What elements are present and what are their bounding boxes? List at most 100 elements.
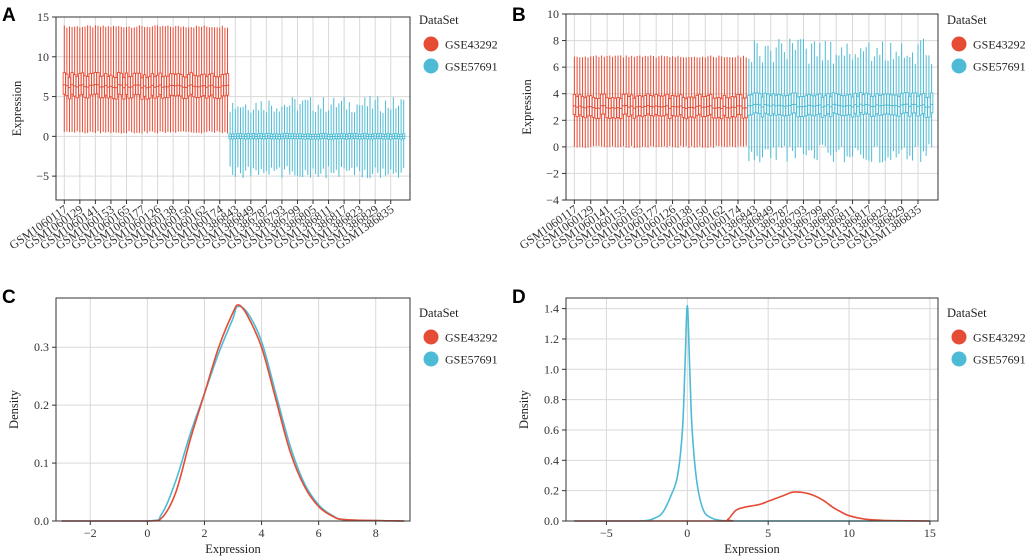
box-gse57691: [799, 39, 803, 148]
legend-key-gse43292: [951, 329, 967, 345]
box-gse57691: [889, 42, 893, 160]
box-gse43292: [580, 57, 585, 148]
box-gse57691: [826, 60, 830, 153]
box-gse43292: [101, 25, 105, 132]
box-body: [774, 94, 778, 116]
box-gse43292: [632, 56, 637, 148]
box-body: [65, 73, 69, 97]
box-body: [104, 73, 108, 96]
series-gse43292: [572, 55, 748, 148]
box-gse43292: [739, 57, 743, 147]
box-gse43292: [643, 55, 647, 147]
box-body: [826, 93, 830, 115]
box-gse43292: [205, 26, 209, 133]
box-gse57691: [295, 110, 300, 176]
box-body: [790, 92, 795, 114]
box-body: [722, 94, 727, 116]
box-gse57691: [809, 43, 814, 151]
box-gse43292: [629, 55, 634, 146]
box-body: [921, 93, 926, 114]
box-gse57691: [837, 55, 841, 150]
series-gse57691: [228, 96, 406, 179]
plot-frame: [55, 16, 411, 201]
box-gse57691: [238, 107, 243, 174]
box-gse57691: [360, 105, 364, 178]
y-tick-label: 1.4: [544, 302, 559, 316]
panel-letter-b: B: [512, 5, 526, 26]
box-gse57691: [256, 110, 261, 175]
box-gse43292: [192, 27, 196, 133]
x-tick-label: 5: [765, 526, 771, 540]
box-body: [875, 93, 879, 115]
box-gse43292: [117, 26, 121, 133]
box-gse43292: [166, 25, 170, 132]
legend-title: DataSet: [419, 13, 459, 27]
box-gse57691: [818, 42, 822, 145]
box-body: [96, 72, 100, 95]
box-body: [145, 77, 149, 100]
box-body: [889, 94, 893, 116]
box-gse43292: [127, 26, 131, 132]
box-gse43292: [673, 56, 677, 148]
legend-key-gse57691: [951, 58, 967, 74]
box-body: [730, 96, 735, 117]
box-body: [749, 94, 754, 116]
box-gse43292: [733, 57, 737, 148]
box-gse57691: [345, 109, 349, 171]
x-tick-label: 6: [316, 526, 322, 540]
y-tick-label: 0.2: [544, 484, 559, 498]
box-gse57691: [804, 48, 808, 156]
box-gse57691: [771, 62, 776, 148]
box-gse43292: [207, 27, 212, 132]
box-body: [703, 96, 707, 117]
x-tick-label: 8: [373, 526, 379, 540]
box-body: [793, 92, 797, 114]
box-gse57691: [298, 104, 302, 177]
legend-title: DataSet: [947, 13, 987, 27]
x-tick-label: −2: [84, 526, 97, 540]
box-gse43292: [736, 55, 740, 147]
box-body: [207, 74, 212, 97]
box-body: [657, 95, 661, 117]
box-gse43292: [591, 56, 596, 147]
y-tick-label: 0.6: [544, 423, 559, 437]
box-body: [150, 73, 155, 96]
y-axis-label: Density: [517, 389, 531, 429]
legend-key-gse43292: [423, 329, 439, 345]
box-gse57691: [807, 63, 811, 151]
box-gse57691: [790, 43, 795, 151]
panel-a: A−5051015GSM1060117GSM1060129GSM1060141G…: [2, 5, 411, 252]
box-body: [210, 72, 214, 96]
box-gse43292: [109, 26, 113, 134]
box-gse57691: [262, 109, 266, 174]
box-gse43292: [597, 56, 601, 146]
x-axis-label: Expression: [205, 542, 261, 556]
x-tick-label: 0: [684, 526, 690, 540]
box-gse43292: [714, 57, 718, 146]
box-gse43292: [171, 27, 175, 132]
box-body: [818, 93, 822, 115]
box-gse57691: [856, 57, 860, 151]
box-gse43292: [148, 27, 152, 132]
legend-title: DataSet: [419, 306, 459, 320]
box-gse57691: [864, 47, 868, 160]
box-gse43292: [78, 27, 82, 133]
box-gse57691: [378, 111, 383, 178]
box-gse43292: [73, 26, 77, 133]
legend-c: DataSet GSE43292 GSE57691: [419, 306, 498, 367]
box-gse43292: [184, 27, 188, 133]
box-gse43292: [80, 26, 85, 133]
box-gse57691: [394, 108, 398, 173]
box-body: [135, 72, 139, 96]
box-gse57691: [859, 48, 863, 155]
box-gse43292: [616, 55, 620, 148]
box-gse43292: [665, 56, 669, 148]
box-gse57691: [358, 105, 362, 172]
box-gse57691: [924, 55, 928, 156]
density-line-gse57691: [574, 304, 930, 522]
box-gse57691: [878, 54, 882, 163]
box-gse43292: [75, 26, 79, 132]
box-body: [695, 94, 699, 116]
box-gse57691: [337, 103, 341, 177]
box-gse43292: [225, 27, 230, 134]
